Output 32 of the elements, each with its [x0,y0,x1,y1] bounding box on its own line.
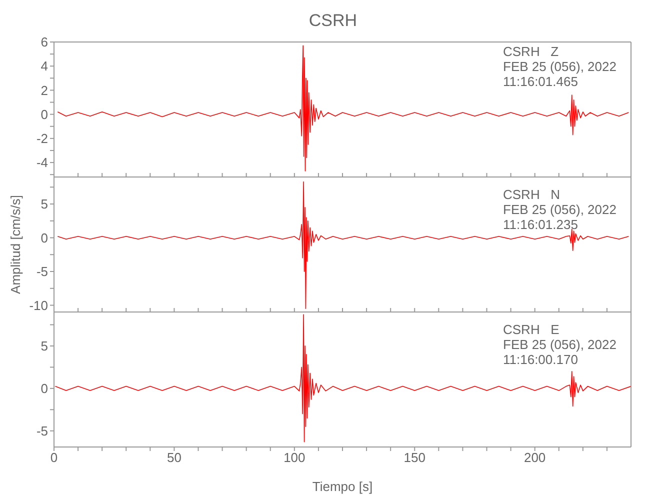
x-tick-label: 150 [404,450,426,466]
annotation: FEB 25 (056), 2022 [503,202,616,217]
x-tick-label: 50 [166,450,182,466]
annotation: CSRH E [503,322,560,337]
annotation: FEB 25 (056), 2022 [503,337,616,352]
annotation: 11:16:00.170 [503,352,579,367]
annotation: FEB 25 (056), 2022 [503,59,616,74]
y-tick-label: 0 [40,230,48,246]
y-tick-label: -5 [36,264,48,280]
y-tick-label: -4 [36,155,48,170]
annotation: 11:16:01.235 [503,217,579,232]
line-series [57,45,629,172]
chart-title: CSRH [308,11,358,30]
y-tick-label: 0 [40,106,48,122]
y-axis-title: Amplitud [cm/s/s] [8,195,23,294]
x-tick-label: 200 [524,450,546,466]
y-tick-label: -5 [36,423,48,438]
y-tick-label: 2 [40,82,48,98]
x-tick-label: 100 [284,450,306,466]
y-tick-label: 0 [40,381,48,396]
y-tick-label: 4 [40,58,48,74]
y-tick-label: 5 [40,196,48,212]
y-tick-label: 6 [40,34,48,50]
x-axis-title: Tiempo [s] [312,479,373,494]
line-series [57,181,629,310]
x-tick-label: 0 [50,450,58,466]
y-tick-label: -10 [29,298,48,313]
annotation: 11:16:01.465 [503,74,579,89]
y-tick-label: -2 [36,131,48,146]
annotation: CSRH N [503,187,562,202]
annotation: CSRH Z [503,44,560,59]
y-tick-label: 5 [40,338,48,354]
